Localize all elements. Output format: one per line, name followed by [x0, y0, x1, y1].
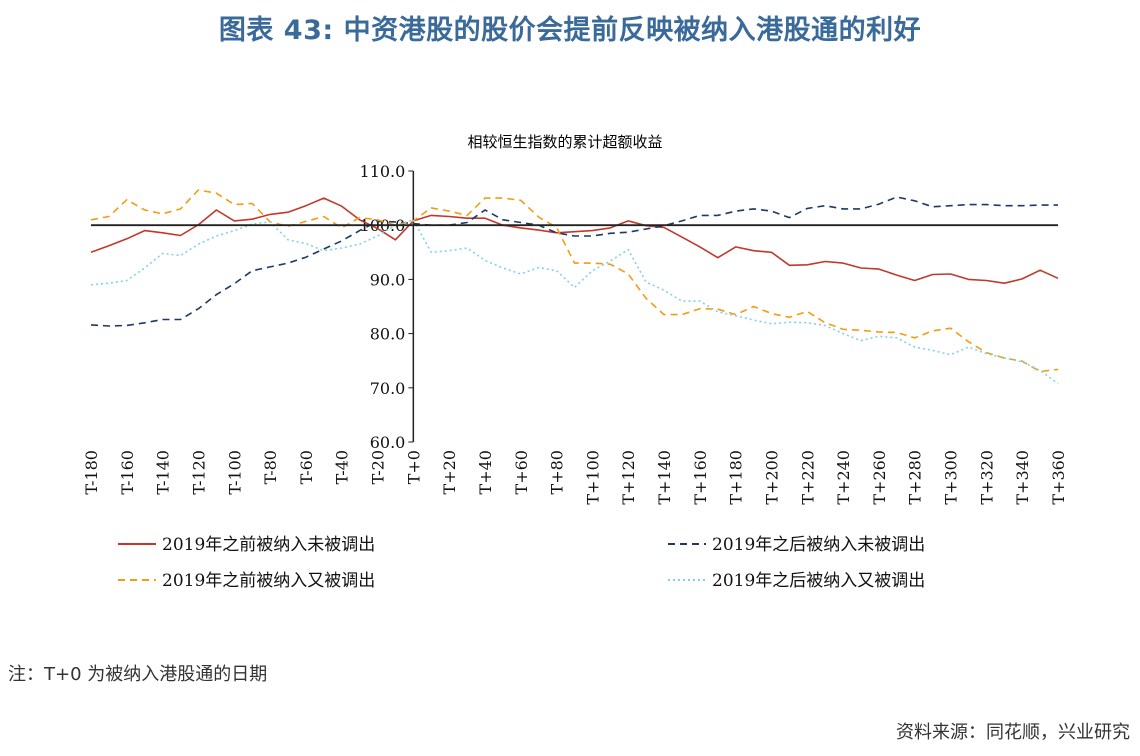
x-tick-label: T-180 [82, 450, 101, 495]
series-line-3 [90, 189, 1059, 373]
x-tick-label: T+340 [1013, 450, 1032, 505]
x-tick-label: T-60 [297, 450, 316, 484]
x-tick-label: T+100 [583, 450, 602, 505]
x-tick-label: T+300 [942, 450, 961, 505]
x-tick-label: T+260 [870, 450, 889, 505]
x-tick-label: T+240 [834, 450, 853, 505]
x-tick-label: T-120 [189, 450, 208, 495]
series-line-4 [90, 219, 1059, 385]
y-tick-label: 90.0 [370, 270, 406, 289]
y-tick-label: 80.0 [370, 325, 406, 344]
y-tick-label: 60.0 [370, 433, 406, 452]
figure-title: 图表 43: 中资港股的股价会提前反映被纳入港股通的利好 [218, 15, 922, 46]
x-tick-label: T+140 [655, 450, 674, 505]
y-tick-label: 70.0 [370, 379, 406, 398]
legend-label-4: 2019年之后被纳入又被调出 [712, 571, 925, 591]
chart-legend: 2019年之前被纳入未被调出 2019年之后被纳入未被调出 2019年之前被纳入又被… [118, 535, 925, 591]
chart-series [90, 189, 1059, 385]
x-tick-label: T-100 [225, 450, 244, 495]
figure-note: 注：T+0 为被纳入港股通的日期 [8, 664, 268, 685]
x-tick-label: T+200 [762, 450, 781, 505]
x-tick-label: T+80 [548, 450, 567, 494]
x-tick-label: T-40 [333, 450, 352, 484]
legend-label-3: 2019年之前被纳入又被调出 [162, 571, 375, 591]
x-tick-label: T+220 [798, 450, 817, 505]
series-line-2 [90, 196, 1058, 327]
x-tick-label: T-80 [261, 450, 280, 484]
series-line-1 [90, 197, 1059, 285]
x-tick-label: T+20 [440, 450, 459, 494]
x-tick-label: T+40 [476, 450, 495, 494]
x-tick-label: T-140 [154, 450, 173, 495]
chart-title: 相较恒生指数的累计超额收益 [467, 133, 662, 151]
legend-label-2: 2019年之后被纳入未被调出 [712, 535, 925, 555]
x-tick-label: T+120 [619, 450, 638, 505]
x-tick-label: T+180 [727, 450, 746, 505]
y-tick-label: 110.0 [360, 162, 406, 181]
x-tick-label: T+280 [906, 450, 925, 505]
x-tick-label: T+320 [977, 450, 996, 505]
x-tick-label: T+360 [1049, 450, 1068, 505]
x-tick-label: T-20 [369, 450, 388, 484]
legend-label-1: 2019年之前被纳入未被调出 [162, 535, 375, 555]
x-tick-label: T+0 [404, 450, 423, 484]
figure-source: 资料来源：同花顺，兴业研究 [896, 722, 1130, 743]
x-tick-label: T+160 [691, 450, 710, 505]
x-tick-label: T-160 [118, 450, 137, 495]
x-tick-label: T+60 [512, 450, 531, 494]
